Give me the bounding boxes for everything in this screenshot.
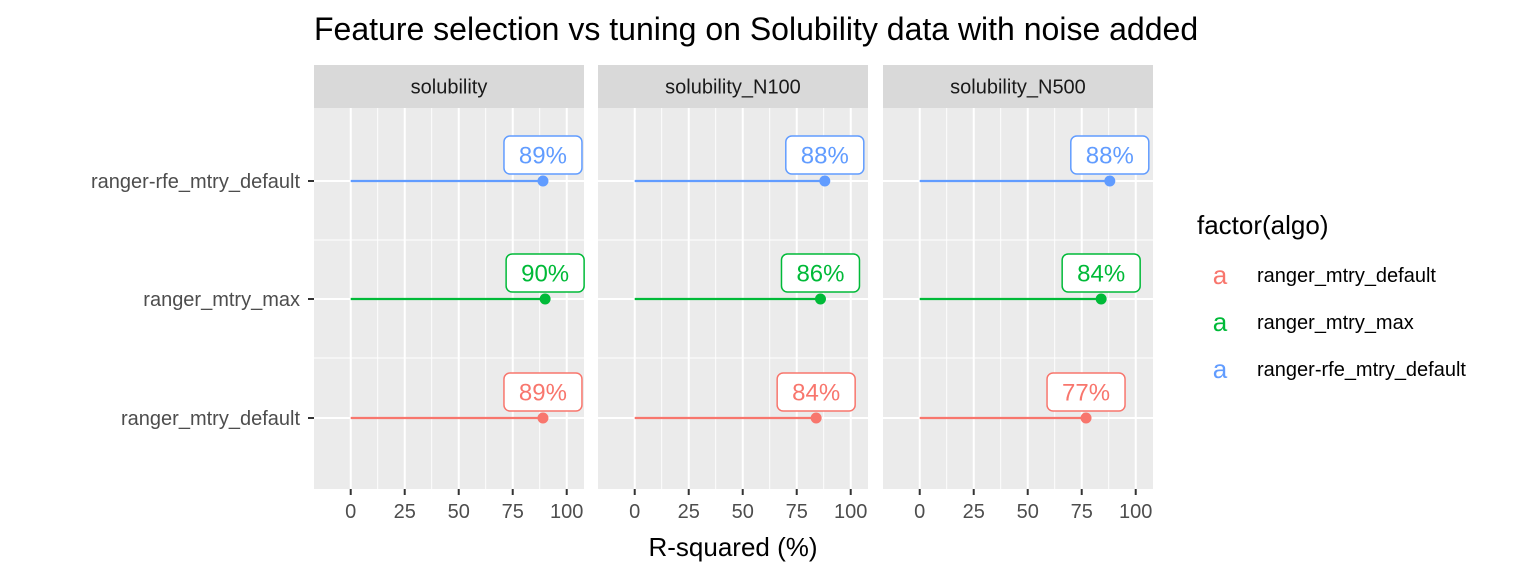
- value-label-ranger-mtry-max: 86%: [780, 253, 861, 293]
- value-label-box: [785, 135, 865, 175]
- legend-key: a: [1213, 307, 1228, 337]
- x-axis-title: R-squared (%): [648, 532, 817, 562]
- value-label-text: 77%: [1062, 380, 1110, 407]
- panels: solubility 0 25 50 75 100 89% 90% 89% solubility_…: [314, 65, 1153, 523]
- y-tick-label: ranger_mtry_default: [121, 408, 300, 430]
- value-label-box: [503, 135, 583, 175]
- lollipop-point-ranger-rfe-mtry-default: [1104, 175, 1116, 187]
- x-tick-label: 25: [394, 501, 416, 523]
- legend-key: a: [1213, 354, 1228, 384]
- value-label-text: 88%: [1086, 143, 1134, 170]
- chart-title: Feature selection vs tuning on Solubilit…: [314, 11, 1198, 47]
- x-tick-label: 50: [1017, 501, 1039, 523]
- x-tick-label: 0: [914, 501, 925, 523]
- lollipop-point-ranger-mtry-default: [537, 412, 549, 424]
- value-label-box: [505, 253, 585, 293]
- legend-item-ranger-rfe-mtry-default: a ranger-rfe_mtry_default: [1213, 354, 1467, 384]
- panel-strip: [883, 65, 1153, 108]
- x-tick-label: 50: [732, 501, 754, 523]
- x-tick-label: 75: [502, 501, 524, 523]
- x-tick-label: 75: [1071, 501, 1093, 523]
- x-tick-label: 25: [678, 501, 700, 523]
- value-label-ranger-rfe-mtry-default: 89%: [503, 135, 583, 175]
- lollipop-point-ranger-mtry-default: [1080, 412, 1092, 424]
- legend-item-ranger-mtry-max: a ranger_mtry_max: [1213, 307, 1414, 337]
- x-tick-label: 100: [550, 501, 583, 523]
- lollipop-point-ranger-mtry-max: [814, 293, 826, 305]
- value-label-box: [780, 253, 861, 293]
- legend-label: ranger-rfe_mtry_default: [1257, 359, 1466, 381]
- x-tick-label: 0: [345, 501, 356, 523]
- x-tick-label: 25: [963, 501, 985, 523]
- legend-key: a: [1213, 260, 1228, 290]
- x-tick-label: 100: [834, 501, 867, 523]
- panel-strip: [598, 65, 868, 108]
- value-label-ranger-rfe-mtry-default: 88%: [1070, 135, 1150, 175]
- lollipop-point-ranger-rfe-mtry-default: [819, 175, 831, 187]
- value-label-box: [776, 372, 856, 412]
- legend-label: ranger_mtry_max: [1257, 312, 1414, 334]
- value-label-ranger-mtry-max: 90%: [505, 253, 585, 293]
- x-tick-label: 100: [1119, 501, 1152, 523]
- x-tick-label: 50: [448, 501, 470, 523]
- lollipop-point-ranger-mtry-max: [539, 293, 551, 305]
- panel-strip: [314, 65, 584, 108]
- panel-strip-label: solubility_N500: [950, 77, 1086, 99]
- lollipop-point-ranger-rfe-mtry-default: [537, 175, 549, 187]
- x-tick-label: 75: [786, 501, 808, 523]
- panel-solubility: solubility 0 25 50 75 100 89% 90% 89%: [314, 65, 585, 523]
- category-axis: ranger-rfe_mtry_default ranger_mtry_maxra…: [91, 171, 314, 430]
- lollipop-point-ranger-mtry-default: [810, 412, 822, 424]
- value-label-box: [1046, 372, 1126, 412]
- legend-label: ranger_mtry_default: [1257, 265, 1436, 287]
- value-label-ranger-mtry-default: 89%: [503, 372, 583, 412]
- legend-item-ranger-mtry-default: a ranger_mtry_default: [1213, 260, 1437, 290]
- lollipop-point-ranger-mtry-max: [1095, 293, 1107, 305]
- value-label-text: 84%: [1077, 261, 1125, 288]
- y-tick-label: ranger_mtry_max: [143, 289, 300, 311]
- value-label-box: [1070, 135, 1150, 175]
- value-label-text: 89%: [519, 380, 567, 407]
- value-label-text: 88%: [801, 143, 849, 170]
- panel-strip-label: solubility: [411, 77, 488, 99]
- value-label-ranger-mtry-max: 84%: [1061, 253, 1141, 293]
- panel-solubility-n100: solubility_N100 0 25 50 75 100 88% 86% 84%: [598, 65, 868, 523]
- y-tick-label: ranger-rfe_mtry_default: [91, 171, 300, 193]
- panel-solubility-n500: solubility_N500 0 25 50 75 100 88% 84% 77%: [883, 65, 1153, 523]
- value-label-text: 89%: [519, 143, 567, 170]
- value-label-text: 86%: [796, 261, 844, 288]
- value-label-box: [1061, 253, 1141, 293]
- value-label-text: 84%: [792, 380, 840, 407]
- panel-strip-label: solubility_N100: [665, 77, 801, 99]
- value-label-box: [503, 372, 583, 412]
- value-label-ranger-mtry-default: 84%: [776, 372, 856, 412]
- x-tick-label: 0: [629, 501, 640, 523]
- value-label-text: 90%: [521, 261, 569, 288]
- value-label-ranger-mtry-default: 77%: [1046, 372, 1126, 412]
- value-label-ranger-rfe-mtry-default: 88%: [785, 135, 865, 175]
- legend-title: factor(algo): [1197, 210, 1329, 240]
